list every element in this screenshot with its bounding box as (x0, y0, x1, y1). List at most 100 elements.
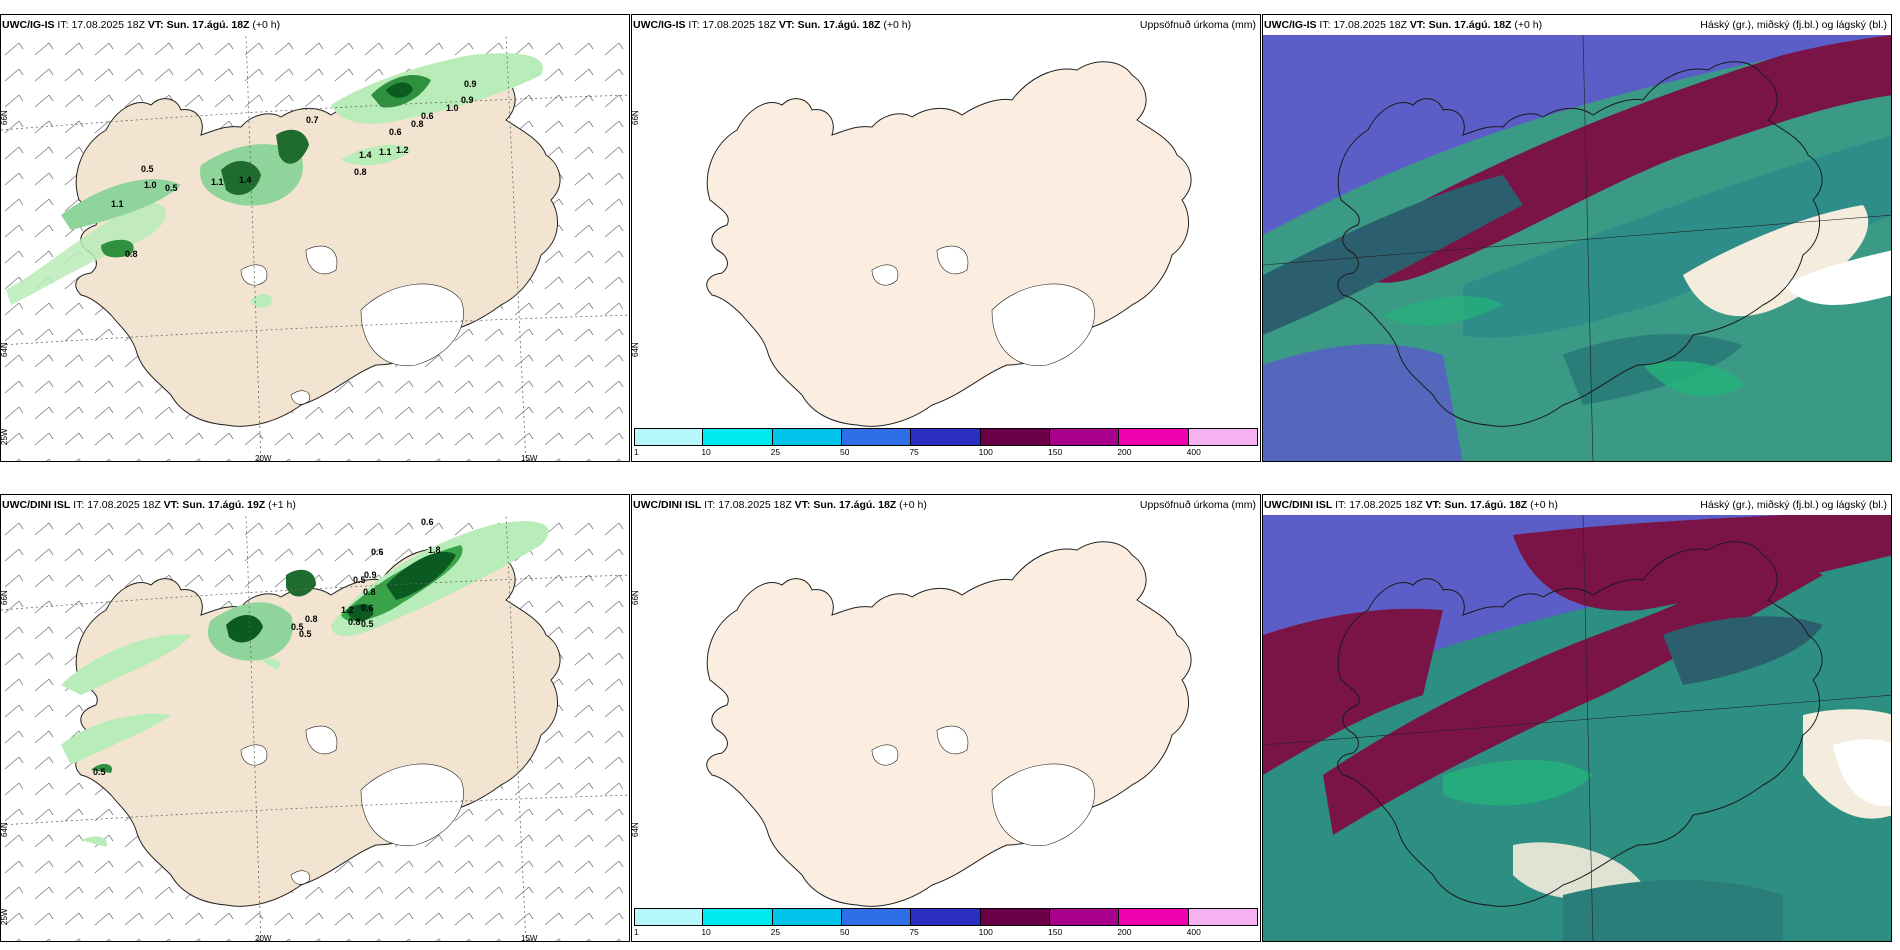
model-name: UWC/DINI ISL (1264, 499, 1333, 511)
colorbar-tick-label: 25 (770, 927, 781, 937)
precip-label: 1.1 (379, 147, 392, 157)
panel-header: UWC/DINI ISL IT: 17.08.2025 18Z VT: Sun.… (633, 497, 1256, 513)
precip-label: 0.8 (411, 119, 424, 129)
lon-label: 15W (521, 454, 538, 462)
colorbar-tick-label: 400 (1186, 447, 1201, 457)
field-title: Uppsöfnuð úrkoma (mm) (1139, 19, 1256, 31)
colorbar-segment (634, 428, 704, 446)
lat-label: 66N (632, 110, 640, 125)
precip-label: 0.6 (389, 127, 402, 137)
colorbar-segment (980, 428, 1050, 446)
lead-time: (+0 h) (899, 499, 927, 511)
colorbar-segment (1119, 908, 1189, 926)
lead-time: (+0 h) (252, 19, 281, 31)
it-value: 17.08.2025 18Z (1333, 19, 1407, 31)
precip-label: 1.0 (144, 180, 157, 190)
model-name: UWC/IG-IS (2, 19, 55, 31)
it-label: IT: (1319, 19, 1331, 31)
colorbar-segment (1050, 908, 1120, 926)
precip-label: 0.7 (306, 115, 319, 125)
panel-header: UWC/DINI ISL IT: 17.08.2025 18Z VT: Sun.… (2, 497, 625, 513)
colorbar-segment (842, 908, 912, 926)
colorbar-segment (703, 428, 773, 446)
precip-label: 1.0 (446, 103, 459, 113)
panel-bot-mid: UWC/DINI ISL IT: 17.08.2025 18Z VT: Sun.… (631, 494, 1261, 942)
field-title: Háský (gr.), miðský (fj.bl.) og lágský (… (1700, 499, 1887, 511)
lead-time: (+1 h) (268, 499, 296, 511)
vt-value: Sun. 17.ágú. 18Z (1428, 19, 1512, 31)
lat-label: 64N (1, 342, 9, 357)
field-title: Háský (gr.), miðský (fj.bl.) og lágský (… (1700, 19, 1887, 31)
precip-value-labels: 0.5 1.0 0.5 1.1 0.8 1.1 1.4 0.7 0.9 0.6 … (111, 79, 477, 259)
grid-labels: 66N 64N (632, 590, 640, 837)
colorbar-tick-label: 150 (1048, 447, 1063, 457)
vt-label: VT: (1425, 499, 1442, 511)
colorbar-tick-label: 10 (701, 447, 711, 457)
lat-label: 64N (632, 342, 640, 357)
precip-label: 1.2 (396, 145, 409, 155)
vt-value: Sun. 17.ágú. 18Z (797, 19, 881, 31)
precip-label: 0.5 (93, 767, 106, 777)
model-name: UWC/IG-IS (633, 19, 686, 31)
colorbar-segment (703, 908, 773, 926)
grid-labels: 66N 64N (632, 110, 640, 357)
precip-label: 1.4 (359, 150, 372, 160)
panel-top-left: UWC/IG-IS IT: 17.08.2025 18Z VT: Sun. 17… (0, 14, 630, 462)
lon-label: 25W (1, 428, 9, 445)
precip-label: 0.9 (464, 79, 477, 89)
panel-header: UWC/DINI ISL IT: 17.08.2025 18Z VT: Sun.… (1264, 497, 1887, 513)
lat-label: 66N (632, 590, 640, 605)
lat-label: 66N (1, 110, 9, 125)
lead-time: (+0 h) (1530, 499, 1558, 511)
cloud-cover-map (1263, 35, 1891, 461)
lead-time: (+0 h) (1514, 19, 1543, 31)
precip-label: 0.8 (363, 587, 376, 597)
lon-label: 20W (255, 454, 272, 462)
colorbar-tick-label: 200 (1117, 447, 1132, 457)
vt-value: Sun. 17.ágú. 18Z (813, 499, 897, 511)
colorbar-segment (980, 908, 1050, 926)
lead-time: (+0 h) (883, 19, 912, 31)
lon-label: 25W (1, 908, 9, 925)
grid-labels: 66N 64N 25W 20W 15W (1, 590, 538, 941)
colorbar-segment (634, 908, 704, 926)
grid-labels: 66N 64N 25W 20W 15W (1, 110, 538, 462)
colorbar-frame (634, 428, 1258, 446)
precip-value-labels: 0.5 0.6 0.6 0.9 0.8 1.8 0.8 0.6 0.5 1.2 … (93, 517, 441, 777)
precip-label: 0.6 (371, 547, 384, 557)
precip-label: 1.2 (341, 605, 354, 615)
precip-label: 0.5 (353, 575, 366, 585)
precip-wind-map: 0.5 0.6 0.6 0.9 0.8 1.8 0.8 0.6 0.5 1.2 … (1, 515, 629, 941)
colorbar-tick-label: 10 (701, 927, 711, 937)
colorbar-tick-label: 1 (634, 927, 639, 937)
panel-header: UWC/IG-IS IT: 17.08.2025 18Z VT: Sun. 17… (1264, 17, 1887, 33)
panel-bot-left: UWC/DINI ISL IT: 17.08.2025 18Z VT: Sun.… (0, 494, 630, 942)
precip-wind-map: 0.5 1.0 0.5 1.1 0.8 1.1 1.4 0.7 0.9 0.6 … (1, 35, 629, 462)
model-name: UWC/DINI ISL (2, 499, 71, 511)
colorbar: 1 10 25 50 75 100 150 200 400 (634, 908, 1258, 937)
it-label: IT: (704, 499, 716, 511)
colorbar-tick-label: 75 (909, 927, 919, 937)
colorbar-segment (911, 908, 981, 926)
vt-label: VT: (147, 19, 164, 31)
precip-label: 0.9 (364, 570, 377, 580)
it-label: IT: (57, 19, 69, 31)
cloud-cover-map (1263, 515, 1891, 941)
precip-label: 1.1 (211, 177, 224, 187)
it-value: 17.08.2025 18Z (718, 499, 792, 511)
colorbar-frame (634, 908, 1258, 926)
colorbar-tick-label: 25 (770, 447, 781, 457)
vt-value: Sun. 17.ágú. 18Z (166, 19, 250, 31)
colorbar-tick-label: 400 (1186, 927, 1201, 937)
precip-label: 0.6 (421, 517, 434, 527)
it-label: IT: (73, 499, 85, 511)
precip-label: 1.8 (428, 545, 441, 555)
model-name: UWC/IG-IS (1264, 19, 1317, 31)
colorbar-tick-label: 100 (978, 447, 993, 457)
panel-header: UWC/IG-IS IT: 17.08.2025 18Z VT: Sun. 17… (633, 17, 1256, 33)
colorbar-segment (772, 908, 842, 926)
precip-label: 0.9 (461, 95, 474, 105)
panel-top-right: UWC/IG-IS IT: 17.08.2025 18Z VT: Sun. 17… (1262, 14, 1892, 462)
precip-label: 0.5 (291, 622, 304, 632)
colorbar-tick-label: 50 (840, 927, 850, 937)
